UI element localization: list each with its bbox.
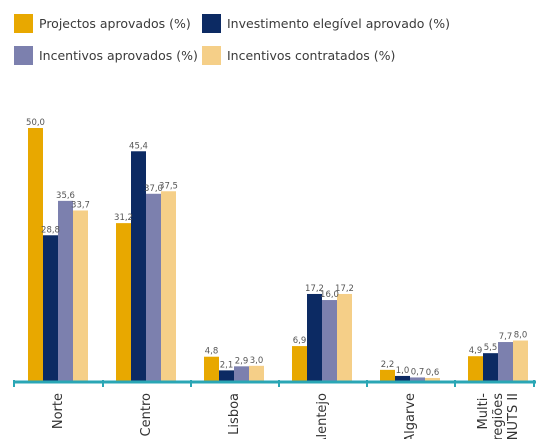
- value-label-s4-c6: 8,0: [514, 331, 528, 341]
- legend-swatch-1: [14, 14, 33, 33]
- legend-swatch-3: [14, 46, 33, 65]
- legend-label-3: Incentivos aprovados (%): [39, 48, 198, 63]
- value-label-s3-c1: 35,6: [56, 191, 75, 201]
- value-label-s4-c5: 0,6: [426, 368, 440, 378]
- bar-s1-c2: [116, 223, 131, 381]
- value-label-s2-c4: 17,2: [305, 284, 324, 294]
- bar-s1-c6: [468, 356, 483, 381]
- bar-s4-c6: [513, 340, 528, 381]
- value-label-s1-c1: 50,0: [26, 118, 45, 128]
- value-label-s2-c5: 1,0: [396, 366, 410, 376]
- bar-s4-c3: [249, 365, 264, 381]
- value-label-s3-c4: 16,0: [320, 290, 339, 300]
- category-label-6-line-3: NUTS II: [506, 393, 521, 439]
- value-label-s1-c6: 4,9: [469, 346, 483, 356]
- x-axis: [13, 380, 536, 387]
- category-label-5: Algarve: [403, 393, 418, 439]
- bar-s4-c5: [425, 377, 440, 381]
- legend-swatch-4: [202, 46, 221, 65]
- legend: Projectos aprovados (%) Investimento eleg…: [14, 14, 450, 65]
- bar-s2-c2: [131, 151, 146, 381]
- bar-s3-c2: [146, 193, 161, 381]
- value-label-s2-c1: 28,8: [41, 225, 60, 235]
- value-label-s3-c5: 0,7: [411, 367, 425, 377]
- value-label-s4-c3: 3,0: [250, 356, 264, 366]
- category-label-6-line-2: regiões: [491, 393, 506, 439]
- bar-s2-c6: [483, 353, 498, 381]
- value-label-s1-c3: 4,8: [205, 347, 219, 357]
- category-label-1: Norte: [51, 393, 66, 429]
- legend-swatch-2: [202, 14, 221, 33]
- bar-s1-c5: [380, 369, 395, 381]
- value-label-s4-c2: 37,5: [159, 181, 178, 191]
- bars: [28, 128, 528, 381]
- bar-s3-c1: [58, 200, 73, 381]
- value-label-s2-c3: 2,1: [220, 360, 234, 370]
- bar-s3-c6: [498, 342, 513, 381]
- category-label-3: Lisboa: [227, 393, 242, 435]
- bar-s2-c4: [307, 293, 322, 381]
- bar-s3-c4: [322, 300, 337, 381]
- bar-s2-c5: [395, 375, 410, 381]
- bar-s2-c1: [43, 235, 58, 381]
- bar-s3-c3: [234, 366, 249, 381]
- bar-s1-c1: [28, 128, 43, 381]
- category-label-2: Centro: [139, 393, 154, 436]
- value-label-s1-c5: 2,2: [381, 360, 395, 370]
- value-label-s4-c1: 33,7: [71, 200, 90, 210]
- category-label-6-line-1: Multi-: [476, 393, 491, 430]
- bar-s2-c3: [219, 370, 234, 381]
- category-label-4: Alentejo: [315, 393, 330, 439]
- value-label-s1-c4: 6,9: [293, 336, 307, 346]
- value-label-s3-c3: 2,9: [235, 356, 249, 366]
- legend-label-1: Projectos aprovados (%): [39, 16, 191, 31]
- value-label-s3-c2: 37,0: [144, 184, 163, 194]
- value-label-s2-c2: 45,4: [129, 141, 148, 151]
- value-label-s3-c6: 7,7: [499, 332, 513, 342]
- legend-label-2: Investimento elegível aprovado (%): [227, 16, 450, 31]
- bar-s1-c3: [204, 356, 219, 381]
- bar-s3-c5: [410, 377, 425, 381]
- value-label-s4-c4: 17,2: [335, 284, 354, 294]
- category-labels: Norte Centro Lisboa Alentejo Algarve Multi-re…: [51, 393, 521, 439]
- value-label-s2-c6: 5,5: [484, 343, 498, 353]
- bar-s4-c4: [337, 293, 352, 381]
- value-label-s1-c2: 31,2: [114, 213, 133, 223]
- bar-s4-c2: [161, 191, 176, 381]
- value-labels: 50,0 31,2 4,8 6,9 2,2 4,9 28,8 45,4 2,1 17,2 1,0 5,…: [26, 118, 527, 378]
- bar-s1-c4: [292, 346, 307, 381]
- legend-label-4: Incentivos contratados (%): [227, 48, 395, 63]
- bar-s4-c1: [73, 210, 88, 381]
